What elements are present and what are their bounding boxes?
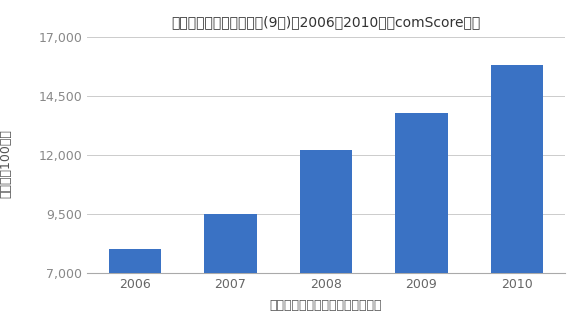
Bar [395,112,448,327]
Bar [108,249,161,327]
Title: 米国における月間検索数(9月)。2006〜2010年。comScore調べ: 米国における月間検索数(9月)。2006〜2010年。comScore調べ [171,15,481,29]
Bar [204,214,257,327]
Bar [300,150,352,327]
X-axis label: 検索数（すべての検索エンジン）: 検索数（すべての検索エンジン） [270,299,382,312]
Text: （単位は100万）: （単位は100万） [0,129,12,198]
Bar [491,65,543,327]
